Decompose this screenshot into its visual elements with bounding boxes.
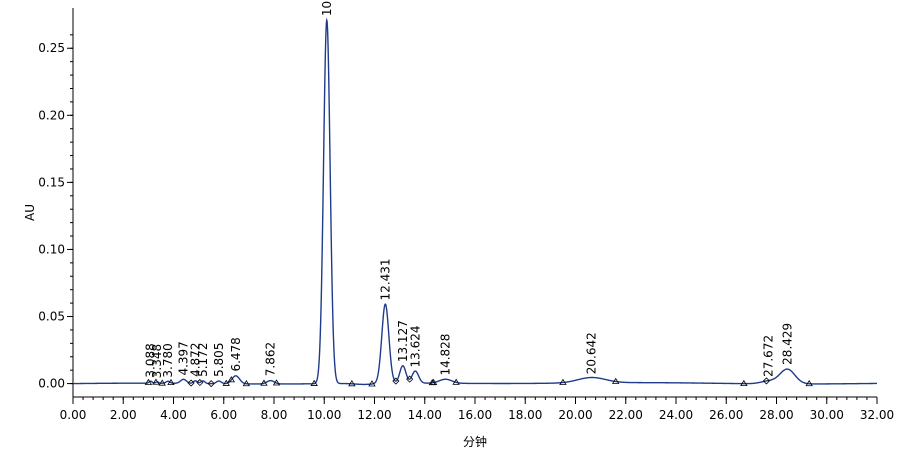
baseline-marker <box>740 379 748 387</box>
baseline-marker <box>158 379 166 386</box>
baseline-marker <box>227 376 235 383</box>
x-tick-label: 30.00 <box>810 408 844 422</box>
x-tick-label: 0.00 <box>60 408 87 422</box>
baseline-marker <box>152 378 160 385</box>
baseline-marker <box>260 379 268 386</box>
y-tick-label: 0.15 <box>38 175 65 189</box>
baseline-marker <box>452 378 460 385</box>
x-tick-label: 22.00 <box>609 408 643 422</box>
y-tick-label: 0.00 <box>38 377 65 391</box>
baseline-marker <box>222 379 230 386</box>
y-axis-label: AU <box>23 204 37 221</box>
peak-label: 3.088 <box>144 343 158 377</box>
baseline-marker <box>310 379 318 386</box>
peak-label: 4.397 <box>176 341 190 375</box>
baseline-marker <box>392 377 400 385</box>
peak-label: 27.672 <box>761 335 775 377</box>
baseline-marker <box>611 377 620 384</box>
baseline-marker <box>207 380 215 388</box>
x-axis-label: 分钟 <box>463 434 487 449</box>
peak-label: 20.642 <box>585 332 599 374</box>
baseline-marker <box>805 379 813 387</box>
baseline-marker <box>167 378 175 386</box>
x-tick-label: 26.00 <box>709 408 743 422</box>
x-tick-label: 28.00 <box>759 408 793 422</box>
peak-label: 5.805 <box>212 343 226 377</box>
baseline-marker <box>187 379 195 387</box>
y-tick-label: 0.25 <box>38 41 65 55</box>
x-tick-label: 8.00 <box>261 408 288 422</box>
peak-label: 6.478 <box>229 337 243 371</box>
baseline-marker <box>368 380 376 387</box>
x-tick-label: 4.00 <box>160 408 187 422</box>
y-tick-label: 0.10 <box>38 242 65 256</box>
baseline-marker <box>348 380 356 387</box>
baseline-marker <box>144 378 153 385</box>
peak-label: 13.127 <box>396 320 410 362</box>
baseline-marker <box>406 375 414 383</box>
x-tick-label: 2.00 <box>110 408 137 422</box>
chromatogram-trace <box>72 17 877 386</box>
peak-label: 4.872 <box>188 343 202 377</box>
plot-area: 0.00 0.05 0.10 0.15 0.20 0.25 0.00 2.00 4.00 6.00… <box>38 0 894 422</box>
peak-label: 13.624 <box>408 326 422 368</box>
peak-label: 14.828 <box>439 334 453 376</box>
peak-label: 5.172 <box>196 343 210 377</box>
baseline-marker <box>242 379 251 387</box>
x-tick-label: 10.00 <box>307 408 341 422</box>
peak-label: 12.431 <box>378 258 392 300</box>
x-tick-label: 16.00 <box>458 408 492 422</box>
x-tick-label: 32.00 <box>860 408 894 422</box>
x-tick-label: 24.00 <box>659 408 693 422</box>
x-tick-label: 12.00 <box>357 408 391 422</box>
x-tick-label: 14.00 <box>408 408 442 422</box>
peak-label: 3.780 <box>161 343 175 377</box>
x-tick-label: 6.00 <box>210 408 237 422</box>
peak-label: 7.862 <box>264 342 278 376</box>
x-tick-label: 18.00 <box>508 408 542 422</box>
peak-label: 28.429 <box>780 323 794 365</box>
peak-label: 3.348 <box>150 344 164 378</box>
baseline-marker <box>762 377 771 385</box>
baseline-marker <box>272 379 281 386</box>
baseline-marker <box>429 378 438 385</box>
y-tick-label: 0.05 <box>38 310 65 324</box>
baseline-marker <box>559 378 567 385</box>
peak-label: 10.102 <box>320 0 334 16</box>
y-tick-label: 0.20 <box>38 108 65 122</box>
baseline-marker <box>196 378 204 387</box>
x-tick-label: 20.00 <box>558 408 592 422</box>
